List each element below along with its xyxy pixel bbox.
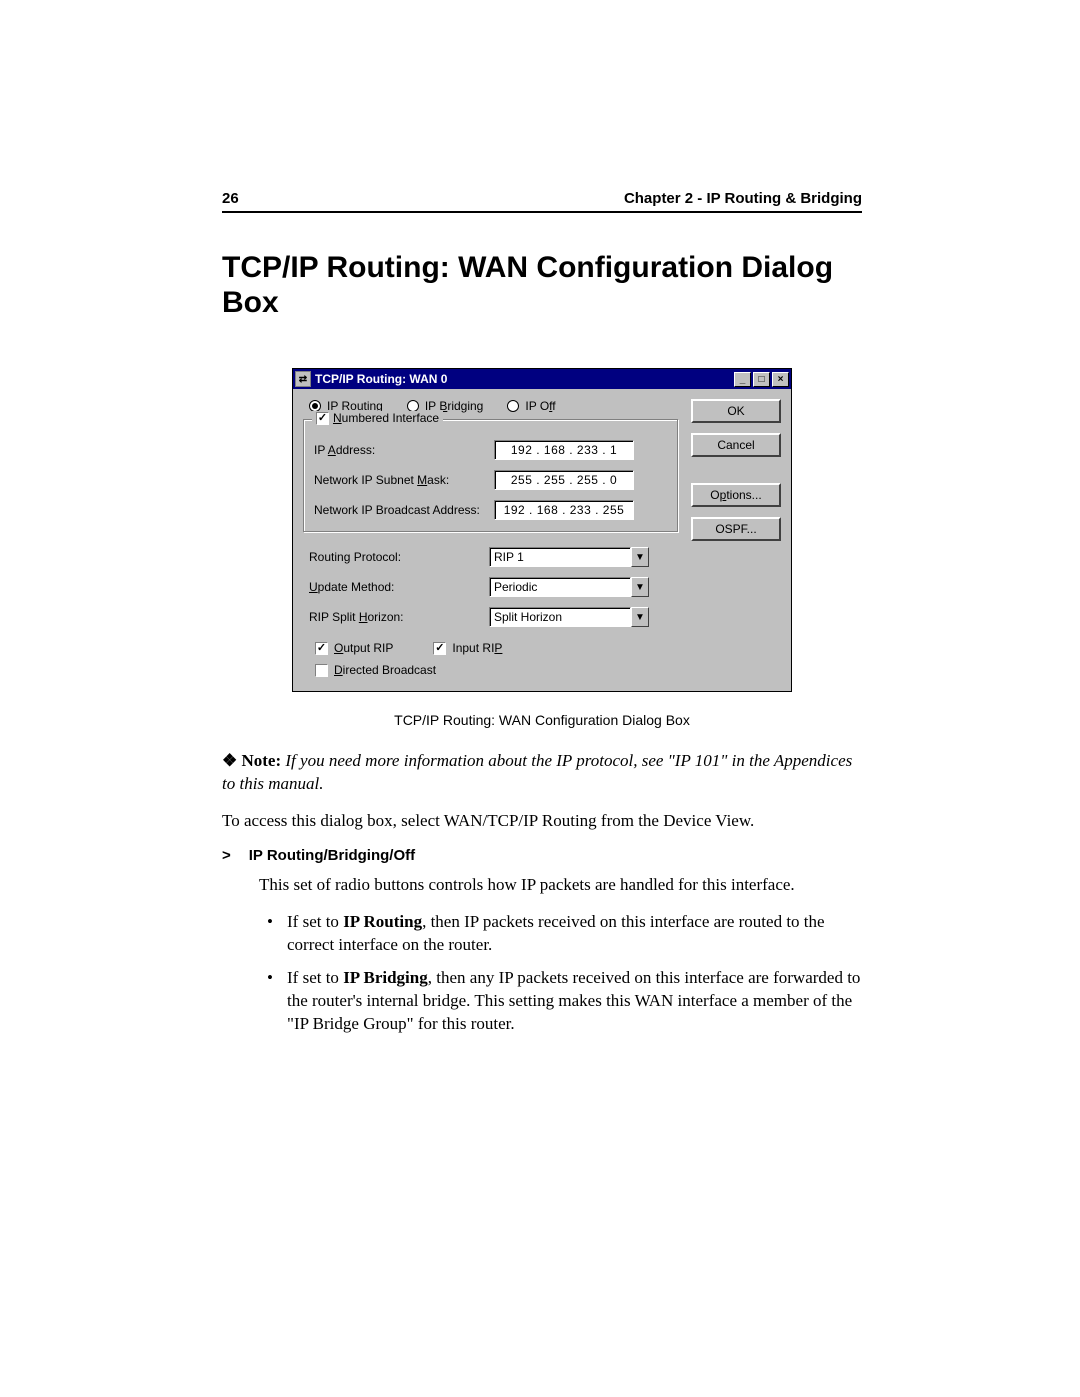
ip-address-input[interactable]: 192 . 168 . 233 . 1 bbox=[494, 440, 634, 460]
input-rip-checkbox[interactable]: ✓ Input RIP bbox=[433, 641, 502, 655]
wan-config-dialog: ⇄ TCP/IP Routing: WAN 0 _ □ × IP Routing… bbox=[292, 368, 792, 692]
chevron-down-icon[interactable]: ▼ bbox=[631, 547, 649, 567]
page-header: 26 Chapter 2 - IP Routing & Bridging bbox=[222, 190, 862, 213]
access-text: To access this dialog box, select WAN/TC… bbox=[222, 810, 862, 833]
note-paragraph: ❖ Note: If you need more information abo… bbox=[222, 750, 862, 796]
subsection-heading: > IP Routing/Bridging/Off bbox=[222, 847, 862, 864]
ok-button[interactable]: OK bbox=[691, 399, 781, 423]
routing-protocol-select[interactable]: RIP 1 ▼ bbox=[489, 547, 649, 567]
chevron-down-icon[interactable]: ▼ bbox=[631, 607, 649, 627]
update-method-select[interactable]: Periodic ▼ bbox=[489, 577, 649, 597]
update-method-label: Update Method: bbox=[309, 580, 489, 594]
note-prefix: ❖ Note: bbox=[222, 751, 281, 770]
page-number: 26 bbox=[222, 190, 239, 207]
subnet-mask-label: Network IP Subnet Mask: bbox=[314, 473, 494, 487]
numbered-interface-checkbox[interactable]: ✓ bbox=[316, 412, 329, 425]
select-value: RIP 1 bbox=[489, 547, 631, 567]
dialog-title: TCP/IP Routing: WAN 0 bbox=[315, 372, 447, 386]
bullet-list: If set to IP Routing, then IP packets re… bbox=[222, 911, 862, 1036]
ospf-button[interactable]: OSPF... bbox=[691, 517, 781, 541]
close-button[interactable]: × bbox=[772, 372, 789, 387]
group-legend-label: Numbered Interface bbox=[333, 411, 439, 425]
split-horizon-label: RIP Split Horizon: bbox=[309, 610, 489, 624]
checkbox-label: Directed Broadcast bbox=[334, 663, 436, 677]
select-value: Split Horizon bbox=[489, 607, 631, 627]
options-button[interactable]: Options... bbox=[691, 483, 781, 507]
minimize-button[interactable]: _ bbox=[734, 372, 751, 387]
routing-protocol-label: Routing Protocol: bbox=[309, 550, 489, 564]
subsection-intro: This set of radio buttons controls how I… bbox=[222, 874, 862, 897]
list-item: If set to IP Routing, then IP packets re… bbox=[287, 911, 862, 957]
select-value: Periodic bbox=[489, 577, 631, 597]
group-legend[interactable]: ✓ Numbered Interface bbox=[312, 411, 443, 425]
output-rip-checkbox[interactable]: ✓ Output RIP bbox=[315, 641, 393, 655]
directed-broadcast-checkbox[interactable]: Directed Broadcast bbox=[315, 663, 436, 677]
checkbox-icon: ✓ bbox=[433, 642, 446, 655]
checkbox-icon bbox=[315, 664, 328, 677]
chapter-title: Chapter 2 - IP Routing & Bridging bbox=[624, 190, 862, 207]
subsection-marker-icon: > bbox=[222, 847, 231, 864]
subnet-mask-input[interactable]: 255 . 255 . 255 . 0 bbox=[494, 470, 634, 490]
ip-address-label: IP Address: bbox=[314, 443, 494, 457]
radio-ip-off[interactable]: IP Off bbox=[507, 399, 555, 413]
main-heading: TCP/IP Routing: WAN Configuration Dialog… bbox=[222, 251, 862, 320]
chevron-down-icon[interactable]: ▼ bbox=[631, 577, 649, 597]
system-menu-icon[interactable]: ⇄ bbox=[295, 371, 311, 387]
checkbox-label: Output RIP bbox=[334, 641, 393, 655]
note-text: If you need more information about the I… bbox=[222, 751, 852, 793]
maximize-button[interactable]: □ bbox=[753, 372, 770, 387]
split-horizon-select[interactable]: Split Horizon ▼ bbox=[489, 607, 649, 627]
broadcast-address-label: Network IP Broadcast Address: bbox=[314, 503, 494, 517]
radio-label: IP Off bbox=[525, 399, 555, 413]
list-item: If set to IP Bridging, then any IP packe… bbox=[287, 967, 862, 1036]
radio-dot-icon bbox=[507, 400, 519, 412]
checkbox-label: Input RIP bbox=[452, 641, 502, 655]
numbered-interface-group: ✓ Numbered Interface IP Address: 192 . 1… bbox=[303, 419, 679, 533]
titlebar[interactable]: ⇄ TCP/IP Routing: WAN 0 _ □ × bbox=[293, 369, 791, 389]
figure-caption: TCP/IP Routing: WAN Configuration Dialog… bbox=[222, 712, 862, 728]
broadcast-address-input[interactable]: 192 . 168 . 233 . 255 bbox=[494, 500, 634, 520]
cancel-button[interactable]: Cancel bbox=[691, 433, 781, 457]
subsection-title: IP Routing/Bridging/Off bbox=[249, 847, 415, 864]
checkbox-icon: ✓ bbox=[315, 642, 328, 655]
